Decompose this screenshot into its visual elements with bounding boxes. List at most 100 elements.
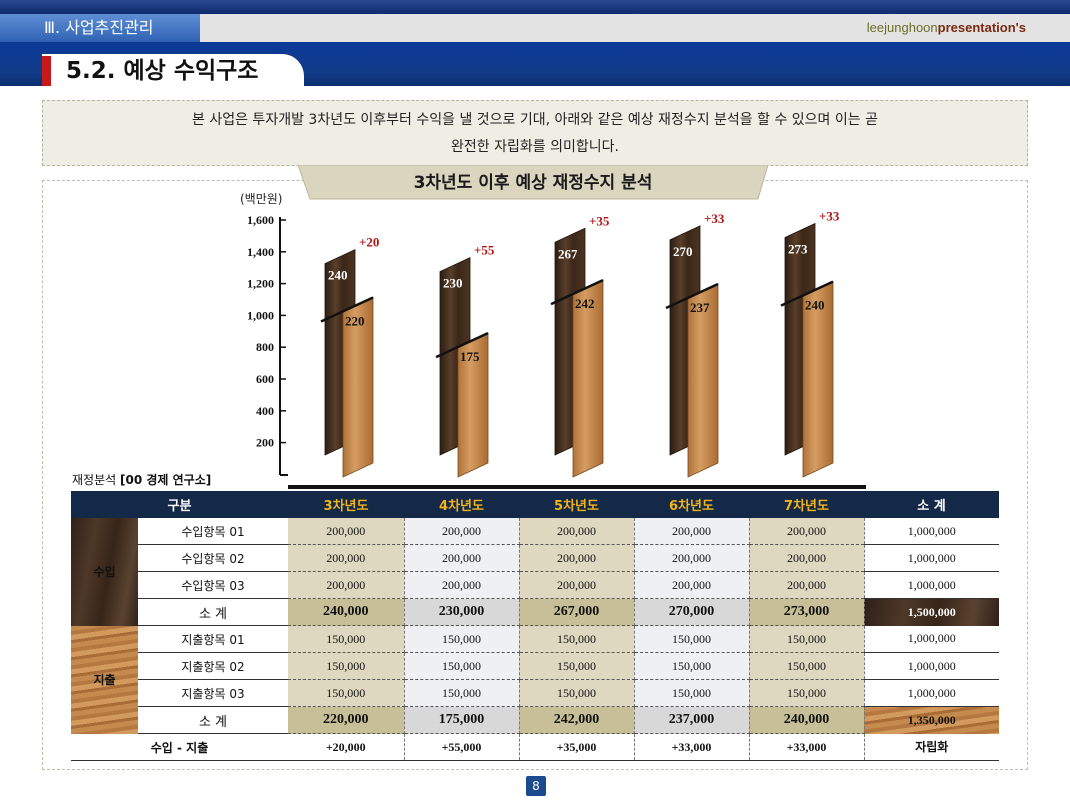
difference-row: 수입 - 지출 +20,000 +55,000 +35,000 +33,000 … <box>71 733 1000 761</box>
table-cell: 150,000 <box>519 679 635 707</box>
caption-source: [00 경제 연구소] <box>120 473 212 487</box>
brand-part2: presentation's <box>937 20 1026 35</box>
row-label: 지출항목 01 <box>138 625 289 653</box>
expense-grand-total: 1,350,000 <box>864 706 1000 734</box>
difference-cell: +33,000 <box>634 733 750 761</box>
expense-label: 240 <box>805 298 825 313</box>
chart-unit-label: (백만원) <box>240 192 283 206</box>
bar-group: 230 175 +55 <box>435 243 495 478</box>
intro-box: 본 사업은 투자개발 3차년도 이후부터 수익을 낼 것으로 기대, 아래와 같… <box>42 100 1028 166</box>
y-tick-label: 1,400 <box>247 245 274 259</box>
table-cell: 200,000 <box>634 544 750 572</box>
title-tab <box>42 54 304 86</box>
subtotal-cell: 175,000 <box>404 706 520 734</box>
row-total: 1,000,000 <box>864 544 1000 572</box>
y-tick-label: 1,200 <box>247 277 274 291</box>
difference-cell: +20,000 <box>288 733 405 761</box>
row-total: 1,000,000 <box>864 679 1000 707</box>
expense-label: 242 <box>575 296 595 311</box>
row-label: 지출항목 03 <box>138 679 289 707</box>
table-cell: 150,000 <box>634 625 750 653</box>
table-cell: 200,000 <box>288 571 405 599</box>
table-row: 수입항목 02 200,000 200,000 200,000 200,000 … <box>71 544 1000 572</box>
group-expense: 지출 <box>71 625 138 734</box>
table-row: 지출항목 03 150,000 150,000 150,000 150,000 … <box>71 679 1000 707</box>
subtotal-cell: 267,000 <box>519 598 635 626</box>
table-cell: 150,000 <box>634 652 750 680</box>
revenue-expense-chart: 1,600 1,400 1,200 1,000 800 600 400 200 240 220 +… <box>247 209 840 478</box>
y-tick-label: 200 <box>256 436 274 450</box>
table-row: 지출 지출항목 01 150,000 150,000 150,000 150,0… <box>71 625 1000 734</box>
table-top-rule <box>288 485 866 489</box>
subtotal-cell: 240,000 <box>749 706 865 734</box>
difference-label: 수입 - 지출 <box>71 733 289 761</box>
table-cell: 150,000 <box>288 652 405 680</box>
y-tick-label: 1,000 <box>247 308 274 322</box>
row-label: 소 계 <box>138 598 289 626</box>
table-cell: 200,000 <box>634 571 750 599</box>
bar-group: 270 237 +33 <box>665 211 725 478</box>
table-row: 지출항목 02 150,000 150,000 150,000 150,000 … <box>71 652 1000 680</box>
table-cell: 200,000 <box>519 571 635 599</box>
row-label: 수입항목 01 <box>138 518 289 545</box>
subtotal-cell: 240,000 <box>288 598 405 626</box>
row-total: 1,000,000 <box>864 652 1000 680</box>
difference-total: 자립화 <box>864 733 1000 761</box>
difference-cell: +55,000 <box>404 733 520 761</box>
revenue-label: 240 <box>328 268 348 283</box>
difference-cell: +35,000 <box>519 733 635 761</box>
table-cell: 200,000 <box>749 571 865 599</box>
table-header-row: 구분 3차년도 4차년도 5차년도 6차년도 7차년도 소 계 <box>71 491 1000 518</box>
intro-line1: 본 사업은 투자개발 3차년도 이후부터 수익을 낼 것으로 기대, 아래와 같… <box>192 112 878 128</box>
revenue-label: 230 <box>443 276 463 291</box>
header-year-7: 7차년도 <box>749 491 865 518</box>
expense-edge <box>780 280 834 307</box>
difference-label: +35 <box>589 213 610 228</box>
table-row: 수입 수입항목 01 200,000 200,000 200,000 200,0… <box>71 518 1000 626</box>
row-total: 1,000,000 <box>864 625 1000 653</box>
expense-label: 175 <box>460 349 480 364</box>
table-cell: 200,000 <box>519 544 635 572</box>
expense-edge <box>550 278 604 306</box>
y-axis: 1,600 1,400 1,200 1,000 800 600 400 200 <box>247 213 288 476</box>
chart-title: 3차년도 이후 예상 재정수지 분석 <box>413 173 653 193</box>
header-year-6: 6차년도 <box>634 491 750 518</box>
table-cell: 200,000 <box>749 518 865 545</box>
row-total: 1,000,000 <box>864 571 1000 599</box>
table-cell: 150,000 <box>519 652 635 680</box>
difference-label: +33 <box>704 211 725 226</box>
header-year-3: 3차년도 <box>288 491 405 518</box>
subtotal-cell: 242,000 <box>519 706 635 734</box>
row-label: 지출항목 02 <box>138 652 289 680</box>
table-cell: 150,000 <box>634 679 750 707</box>
difference-label: +55 <box>474 243 495 258</box>
header-year-4: 4차년도 <box>404 491 520 518</box>
table-cell: 200,000 <box>519 518 635 545</box>
y-tick-label: 600 <box>256 372 274 386</box>
table-cell: 150,000 <box>749 625 865 653</box>
table-cell: 150,000 <box>749 652 865 680</box>
group-income: 수입 <box>71 518 138 626</box>
bar-group: 240 220 +20 <box>320 235 379 478</box>
table-cell: 200,000 <box>634 518 750 545</box>
page-number: 8 <box>526 776 546 796</box>
table-cell: 150,000 <box>288 625 405 653</box>
difference-cell: +33,000 <box>749 733 865 761</box>
table-cell: 150,000 <box>749 679 865 707</box>
subtotal-cell: 273,000 <box>749 598 865 626</box>
expense-edge <box>435 331 489 359</box>
revenue-label: 270 <box>673 244 693 259</box>
difference-label: +20 <box>359 235 379 250</box>
table-cell: 150,000 <box>288 679 405 707</box>
section-tab: Ⅲ. 사업추진관리 <box>0 14 200 42</box>
subtotal-cell: 237,000 <box>634 706 750 734</box>
y-tick-label: 1,600 <box>247 213 274 227</box>
expense-edge <box>320 296 374 323</box>
header-year-5: 5차년도 <box>519 491 635 518</box>
row-label: 수입항목 02 <box>138 544 289 572</box>
y-tick-label: 400 <box>256 404 274 418</box>
bar-group: 273 240 +33 <box>780 209 840 478</box>
header-subtotal: 소 계 <box>864 491 1000 518</box>
subtotal-cell: 220,000 <box>288 706 405 734</box>
